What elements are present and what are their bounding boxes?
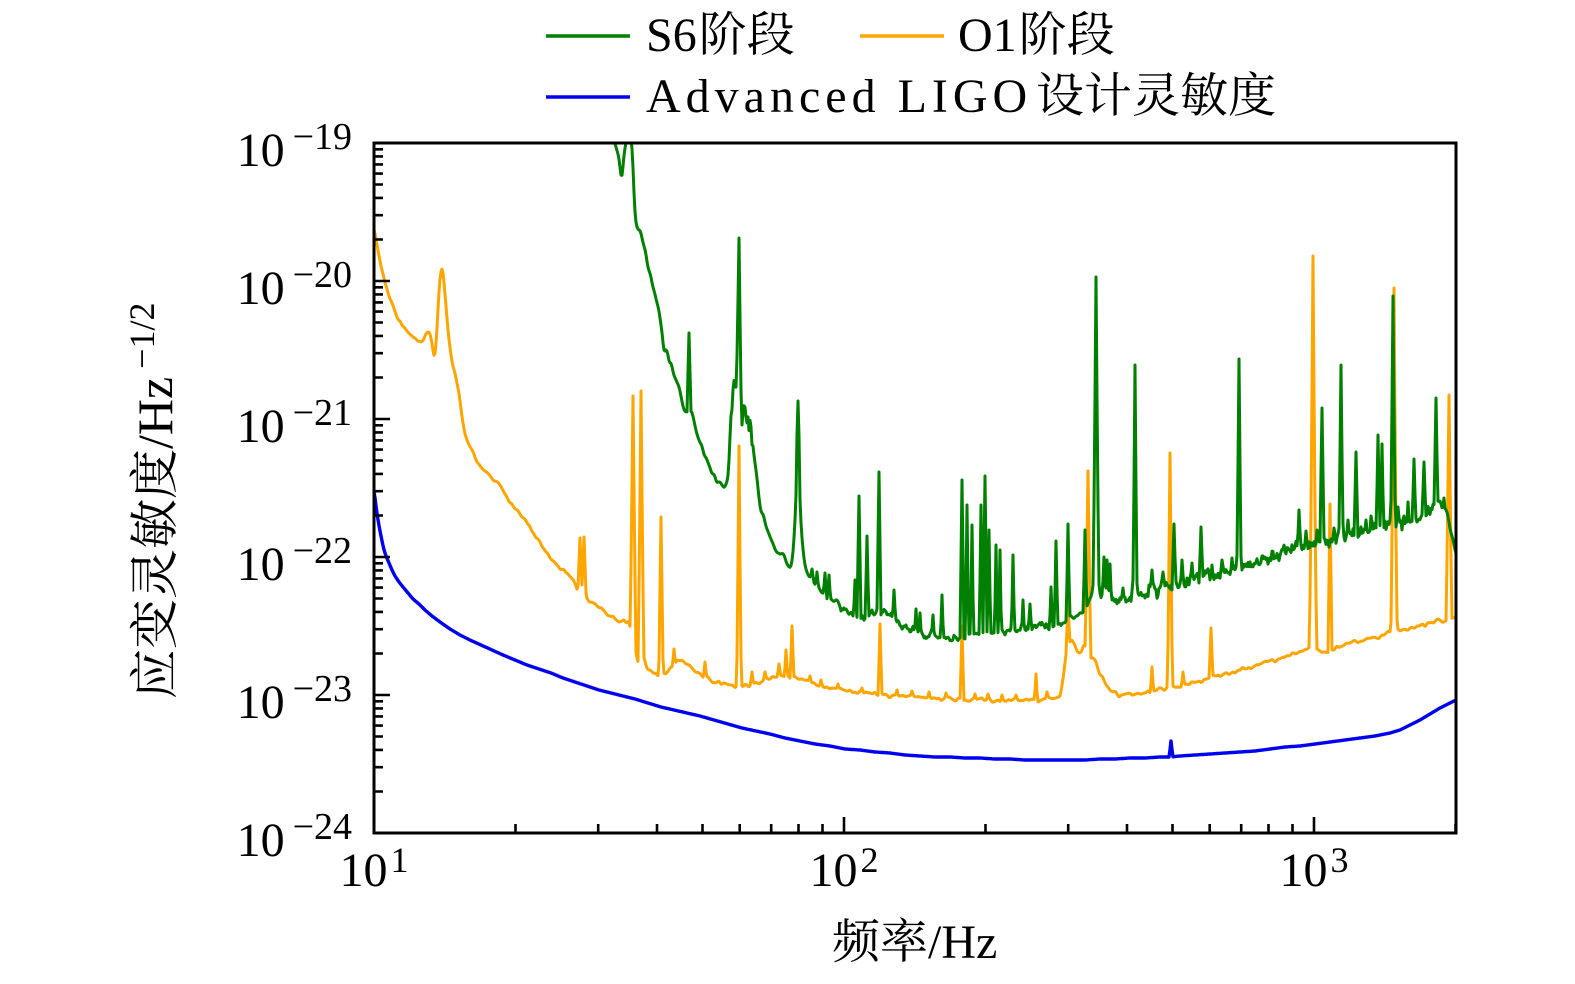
svg-text:−23: −23	[293, 668, 352, 710]
svg-text:−22: −22	[293, 530, 352, 572]
svg-text:Advanced LIGO: Advanced LIGO	[646, 70, 1032, 123]
svg-text:−21: −21	[293, 392, 352, 434]
svg-text:2: 2	[861, 840, 879, 880]
svg-text:10: 10	[1280, 844, 1328, 897]
svg-text:−24: −24	[293, 806, 352, 848]
svg-text:10: 10	[237, 262, 285, 315]
svg-text:−20: −20	[293, 254, 352, 296]
svg-text:10: 10	[810, 844, 858, 897]
svg-text:10: 10	[237, 676, 285, 729]
svg-text:−19: −19	[293, 116, 352, 158]
svg-text:3: 3	[1331, 840, 1349, 880]
svg-text:10: 10	[237, 124, 285, 177]
svg-text:−1/2: −1/2	[122, 302, 162, 368]
svg-text:S6: S6	[646, 9, 697, 62]
svg-text:/Hz: /Hz	[127, 377, 183, 449]
svg-text:10: 10	[340, 844, 388, 897]
svg-text:10: 10	[237, 814, 285, 867]
svg-text:O1: O1	[958, 9, 1017, 62]
svg-text:1: 1	[391, 840, 409, 880]
svg-text:/Hz: /Hz	[928, 916, 997, 969]
svg-text:10: 10	[237, 538, 285, 591]
svg-text:10: 10	[237, 400, 285, 453]
